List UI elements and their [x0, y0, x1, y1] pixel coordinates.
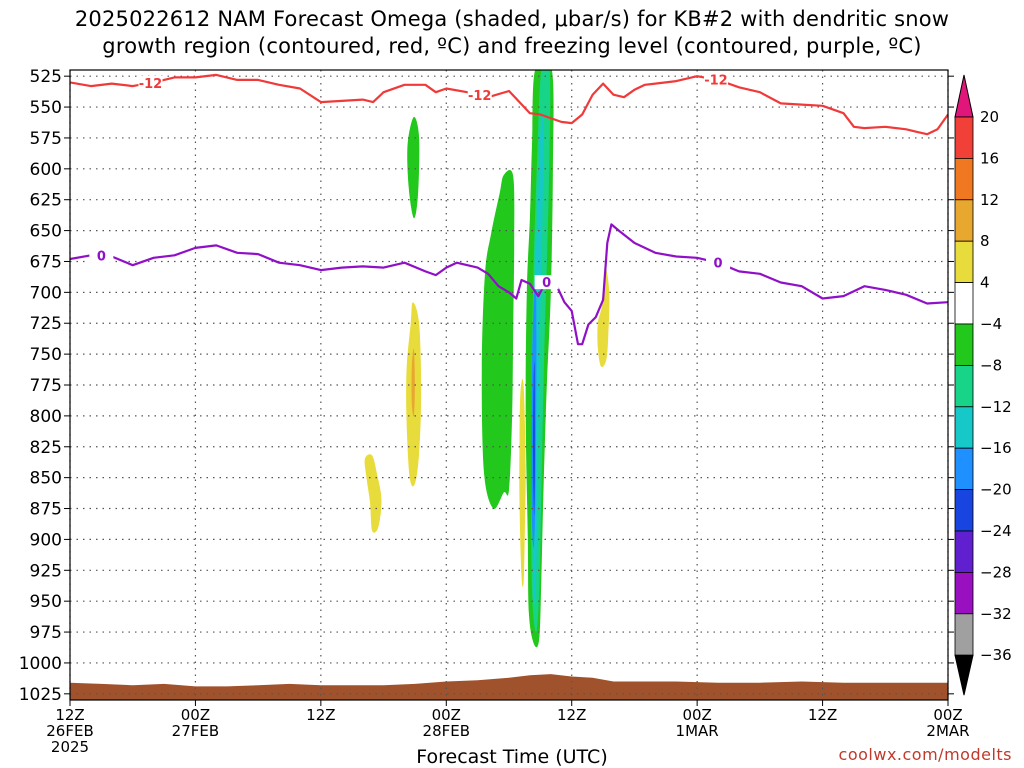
colorbar-label-1: 16 — [980, 149, 999, 167]
colorbar-label-13: −36 — [980, 646, 1012, 664]
contour-freezing-label-bg-0 — [89, 248, 114, 263]
omega-region-6 — [533, 361, 535, 515]
colorbar-label-9: −20 — [980, 481, 1012, 499]
terrain-area — [70, 674, 948, 700]
y-tick-label-625: 625 — [30, 191, 62, 211]
x-tick-label-12-0: 00Z — [181, 706, 210, 724]
x-tick-label-60-0: 00Z — [682, 706, 711, 724]
contour-dendritic-line — [70, 73, 948, 136]
colorbar-label-10: −24 — [980, 522, 1012, 540]
x-tick-label-72-0: 12Z — [808, 706, 837, 724]
y-tick-label-725: 725 — [30, 314, 62, 334]
y-tick-label-900: 900 — [30, 530, 62, 550]
omega-colorbar: 20 16 12 8 4 −4 −8 −12 −16 −20 −24 −28 −32 −36 — [954, 74, 1012, 696]
y-tick-label-850: 850 — [30, 469, 62, 489]
colorbar-band-12_16 — [954, 157, 974, 201]
omega-region-1 — [481, 170, 515, 509]
x-tick-label-36-0: 00Z — [432, 706, 461, 724]
y-tick-label-700: 700 — [30, 283, 62, 303]
colorbar-band-m36_m32 — [954, 613, 974, 656]
contour-dendritic-label-2: -12 — [704, 74, 728, 89]
colorbar-band-m28_m24 — [954, 530, 974, 573]
credit-text: coolwx.com/modelts — [838, 745, 1012, 764]
colorbar-label-12: −32 — [980, 605, 1012, 623]
colorbar-label-7: −12 — [980, 398, 1012, 416]
colorbar-label-8: −16 — [980, 439, 1012, 457]
colorbar-top-arrow — [954, 74, 974, 118]
x-tick-label-12-1: 27FEB — [172, 722, 219, 740]
contour-lines: -12 -12 -12 0 0 0 — [70, 72, 948, 346]
y-tick-label-1025: 1025 — [19, 685, 62, 705]
colorbar-label-3: 8 — [980, 232, 990, 250]
y-tick-label-775: 775 — [30, 376, 62, 396]
x-tick-label-36-1: 28FEB — [423, 722, 470, 740]
chart-title-line-2: growth region (contoured, red, ºC) and f… — [102, 34, 922, 58]
y-tick-label-925: 925 — [30, 561, 62, 581]
y-tick-label-575: 575 — [30, 129, 62, 149]
chart-title: 2025022612 NAM Forecast Omega (shaded, μ… — [0, 6, 1024, 60]
colorbar-band-4_8 — [954, 240, 974, 283]
omega-shading — [364, 70, 610, 648]
contour-dendritic-label-bg-0 — [138, 75, 163, 90]
omega-region-11 — [597, 267, 610, 368]
y-tick-label-1000: 1000 — [19, 654, 62, 674]
omega-region-0 — [407, 116, 420, 219]
colorbar-label-6: −8 — [980, 356, 1002, 374]
y-tick-label-525: 525 — [30, 67, 62, 87]
colorbar-band-m24_m20 — [954, 489, 974, 532]
contour-freezing-label-bg-1 — [534, 275, 559, 290]
y-tick-label-975: 975 — [30, 623, 62, 643]
colorbar-label-11: −28 — [980, 563, 1012, 581]
y-tick-label-825: 825 — [30, 438, 62, 458]
colorbar-band-16_20 — [954, 116, 974, 159]
contour-dendritic-label-1: -12 — [468, 89, 492, 104]
y-tick-label-600: 600 — [30, 160, 62, 180]
x-tick-label-24-0: 12Z — [306, 706, 335, 724]
y-tick-label-750: 750 — [30, 345, 62, 365]
colorbar-label-0: 20 — [980, 108, 999, 126]
contour-dendritic-label-bg-1 — [467, 88, 492, 103]
omega-region-10 — [519, 379, 526, 588]
x-axis-title: Forecast Time (UTC) — [416, 746, 608, 768]
y-tick-label-650: 650 — [30, 222, 62, 242]
y-axis-pressure: 525 550 575 600 625 650 675 700 725 750 775 800 825 8… — [19, 67, 954, 705]
colorbar-band-m4_4 — [954, 282, 974, 325]
colorbar-label-4: 4 — [980, 274, 990, 292]
colorbar-label-5: −4 — [980, 315, 1002, 333]
chart-title-line-1: 2025022612 NAM Forecast Omega (shaded, μ… — [74, 7, 950, 31]
x-tick-label-48-0: 12Z — [557, 706, 586, 724]
y-tick-label-875: 875 — [30, 500, 62, 520]
terrain-fill — [70, 674, 948, 700]
contour-freezing-line — [70, 223, 948, 346]
y-tick-label-675: 675 — [30, 252, 62, 272]
contour-freezing-label-0: 0 — [97, 249, 106, 264]
omega-region-9 — [411, 348, 415, 417]
x-tick-label-0-1: 26FEB — [46, 722, 93, 740]
omega-region-7 — [364, 454, 382, 533]
x-tick-label-84-1: 2MAR — [926, 722, 969, 740]
contour-dendritic-label-0: -12 — [139, 77, 163, 92]
colorbar-band-m8_m4 — [954, 323, 974, 366]
x-tick-label-84-0: 00Z — [933, 706, 962, 724]
y-tick-label-950: 950 — [30, 592, 62, 612]
x-tick-label-0-0: 12Z — [55, 706, 84, 724]
contour-freezing-label-bg-2 — [706, 255, 731, 270]
contour-freezing-label-1: 0 — [542, 276, 551, 291]
colorbar-band-m20_m16 — [954, 447, 974, 491]
colorbar-band-8_12 — [954, 199, 974, 242]
contour-freezing-label-2: 0 — [714, 257, 723, 272]
colorbar-bottom-arrow — [954, 654, 974, 696]
x-tick-label-0-2: 2025 — [51, 738, 89, 756]
colorbar-band-m16_m12 — [954, 406, 974, 449]
y-tick-label-550: 550 — [30, 98, 62, 118]
contour-dendritic-label-bg-2 — [703, 72, 728, 87]
y-tick-label-800: 800 — [30, 407, 62, 427]
colorbar-band-m32_m28 — [954, 572, 974, 615]
colorbar-label-2: 12 — [980, 191, 999, 209]
x-tick-label-60-1: 1MAR — [676, 722, 719, 740]
colorbar-band-m12_m8 — [954, 364, 974, 408]
